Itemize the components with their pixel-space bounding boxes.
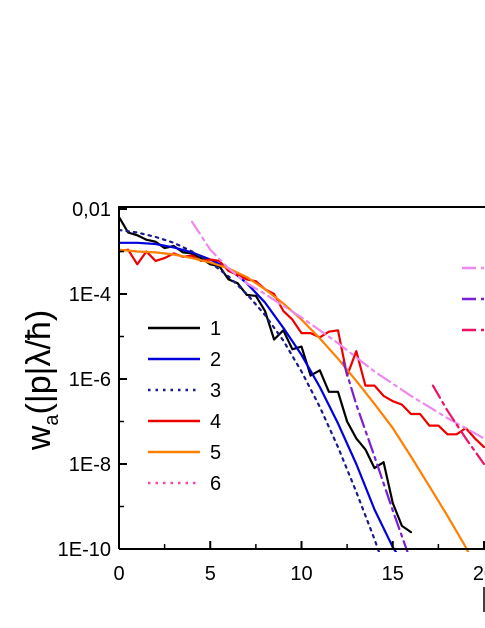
legend-label: 5	[210, 442, 221, 464]
axes	[118, 206, 485, 612]
y-tick-label: 1E-8	[69, 454, 111, 476]
legend-label: 2	[210, 349, 221, 371]
x-tick-label: 15	[382, 563, 404, 585]
y-axis-title-sub: a	[41, 414, 63, 426]
y-tick-label: 1E-4	[69, 284, 111, 306]
y-axis-title-main: w	[20, 425, 58, 451]
series-line-2	[119, 241, 398, 552]
x-tick-label: 0	[113, 563, 124, 585]
legend-label: 4	[210, 411, 221, 433]
series-line-1	[119, 215, 413, 534]
series-line-3	[119, 228, 381, 552]
x-tick-label: 5	[205, 563, 216, 585]
x-tick-label: 20	[473, 563, 485, 585]
legend-label: 3	[210, 380, 221, 402]
y-tick-label: 1E-6	[69, 369, 111, 391]
series-line-5	[119, 248, 470, 552]
legend: 1 2 3 4 5 6	[148, 318, 221, 495]
right-legend-fragments	[462, 266, 485, 332]
y-tick-label: 1E-10	[58, 539, 111, 561]
y-tick-label: 0,01	[72, 199, 111, 221]
y-axis-title: wa(|p|λ/ħ)	[20, 310, 63, 451]
series-line-extra-7	[342, 361, 409, 552]
legend-label: 6	[210, 473, 221, 495]
series-line-extra-8	[431, 384, 485, 466]
x-tick-label: 10	[290, 563, 312, 585]
y-axis-title-rest: (|p|λ/ħ)	[20, 310, 58, 415]
series-line-extra-6	[190, 220, 485, 440]
legend-label: 1	[210, 318, 221, 340]
series-layer	[119, 215, 485, 552]
